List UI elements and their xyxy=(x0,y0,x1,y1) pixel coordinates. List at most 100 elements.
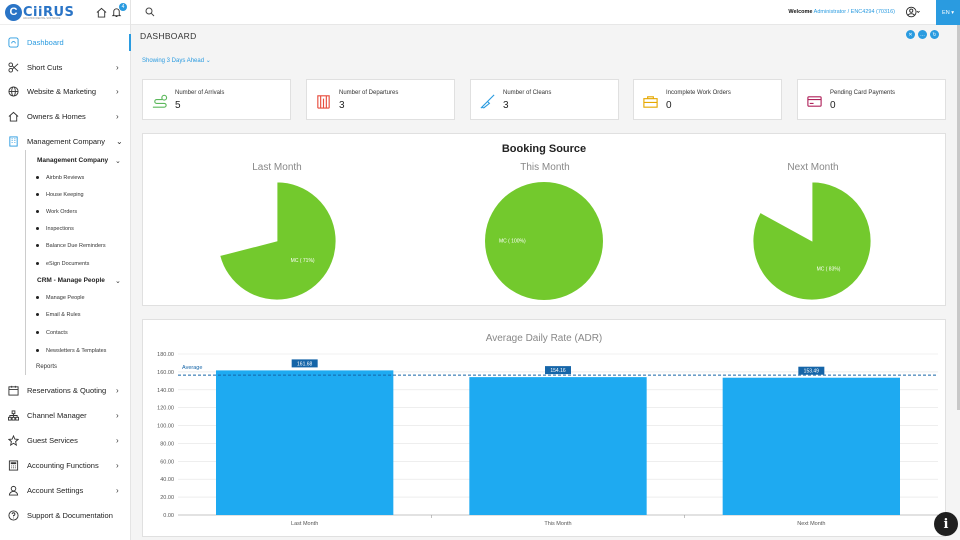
sidebar-item-channel-manager[interactable]: Channel Manager › xyxy=(0,403,131,428)
submenu-item-label: Manage People xyxy=(46,294,85,301)
y-tick-label: 60.00 xyxy=(160,459,174,465)
sidebar-item-label: Dashboard xyxy=(27,38,64,47)
pie-chart-next-month: Owner ( 17%)MC ( 83%) xyxy=(752,181,872,301)
bullet-icon xyxy=(36,244,39,247)
bullet-icon xyxy=(36,349,39,352)
card-arrivals[interactable]: Number of Arrivals 5 xyxy=(142,79,291,120)
card-value: 3 xyxy=(503,100,509,111)
submenu-item-contacts[interactable]: Contacts xyxy=(36,324,68,341)
pie-title-last-month: Last Month xyxy=(252,162,302,173)
globe-icon xyxy=(8,86,19,97)
sidebar-item-owners-homes[interactable]: Owners & Homes › xyxy=(0,104,131,129)
user-menu-icon[interactable] xyxy=(906,5,920,19)
sidebar-item-dashboard[interactable]: Dashboard xyxy=(0,30,131,55)
pie-title-this-month: This Month xyxy=(520,162,570,173)
sidebar-item-short-cuts[interactable]: Short Cuts › xyxy=(0,55,131,80)
y-tick-label: 180.00 xyxy=(157,352,174,358)
card-label: Pending Card Payments xyxy=(830,90,896,96)
submenu-item-email-rules[interactable]: Email & Rules xyxy=(36,306,81,323)
search-icon[interactable] xyxy=(145,7,155,17)
sidebar-item-label: Short Cuts xyxy=(27,63,63,72)
chevron-right-icon: › xyxy=(116,87,119,96)
submenu-item-house-keeping[interactable]: House Keeping xyxy=(36,186,84,203)
submenu-item-esign-documents[interactable]: eSign Documents xyxy=(36,255,89,272)
card-value: 3 xyxy=(339,100,345,111)
star-icon xyxy=(8,435,19,446)
sidebar-item-label: Management Company xyxy=(27,137,105,146)
logo-text: CiiRUS xyxy=(23,4,75,20)
chevron-right-icon: › xyxy=(116,461,119,470)
submenu-item-inspections[interactable]: Inspections xyxy=(36,220,74,237)
adr-bar[interactable] xyxy=(722,377,900,515)
more-icon[interactable]: … xyxy=(918,30,927,39)
toolbox-icon xyxy=(643,96,658,108)
user-link[interactable]: Administrator / ENC4294 (70316) xyxy=(813,9,895,15)
submenu-item-newsletters-templates[interactable]: Newsletters & Templates xyxy=(36,342,106,359)
chevron-down-icon: ⌄ xyxy=(115,277,121,285)
pie-label-mc: MC ( 83%) xyxy=(817,266,841,272)
chevron-down-icon: ⌄ xyxy=(115,157,121,165)
card-cleans[interactable]: Number of Cleans 3 xyxy=(470,79,619,120)
chevron-right-icon: › xyxy=(116,411,119,420)
scrollbar[interactable] xyxy=(957,25,960,410)
sidebar-item-account-settings[interactable]: Account Settings › xyxy=(0,478,131,503)
submenu-item-airbnb-reviews[interactable]: Airbnb Reviews xyxy=(36,169,84,186)
bell-icon[interactable] xyxy=(111,6,122,18)
card-label: Number of Departures xyxy=(339,90,399,96)
home-icon[interactable] xyxy=(96,7,107,18)
pie-slice-mc[interactable] xyxy=(752,181,872,301)
sidebar-item-guest-services[interactable]: Guest Services › xyxy=(0,428,131,453)
chevron-right-icon: › xyxy=(116,386,119,395)
data-label-box xyxy=(798,366,825,375)
language-selector[interactable]: EN ▾ xyxy=(936,0,960,25)
departures-icon xyxy=(317,95,330,109)
data-label: 154.16 xyxy=(550,368,566,374)
refresh-icon[interactable]: ↻ xyxy=(930,30,939,39)
y-tick-label: 80.00 xyxy=(160,441,174,447)
data-label: 161.68 xyxy=(297,361,313,367)
y-tick-label: 20.00 xyxy=(160,495,174,501)
card-icon xyxy=(807,96,822,107)
logo-subtitle: VACATION RENTAL SOFTWARE xyxy=(23,17,61,20)
adr-bar[interactable] xyxy=(216,370,394,515)
house-icon xyxy=(8,111,19,122)
submenu-item-balance-due-reminders[interactable]: Balance Due Reminders xyxy=(36,237,106,254)
submenu-crm-manage-people[interactable]: CRM - Manage People ⌄ xyxy=(25,272,131,289)
card-departures[interactable]: Number of Departures 3 xyxy=(306,79,455,120)
sidebar-item-website-marketing[interactable]: Website & Marketing › xyxy=(0,79,131,104)
submenu-divider xyxy=(25,150,26,375)
adr-bar[interactable] xyxy=(469,377,647,515)
pie-slice-mc[interactable] xyxy=(485,182,603,300)
help-icon xyxy=(8,510,19,521)
submenu-item-label: Email & Rules xyxy=(46,311,81,318)
adr-bar-chart: 0.00 20.00 40.00 60.00 80.00 100.00 120.00 140.… xyxy=(157,352,938,527)
submenu-item-label: House Keeping xyxy=(46,191,84,198)
sidebar-item-label: Accounting Functions xyxy=(27,461,99,470)
sidebar-item-label: Owners & Homes xyxy=(27,112,86,121)
pie-slice-mc[interactable] xyxy=(219,181,337,301)
sidebar-item-management-company[interactable]: Management Company ⌄ xyxy=(0,129,131,154)
sidebar-item-support-documentation[interactable]: Support & Documentation xyxy=(0,503,131,528)
logo-bar: C CiiRUS VACATION RENTAL SOFTWARE 4 xyxy=(0,0,130,25)
submenu-management-company[interactable]: Management Company ⌄ xyxy=(25,152,131,169)
cleans-icon xyxy=(480,94,495,109)
calendar-icon xyxy=(8,385,19,396)
info-icon[interactable]: i xyxy=(934,512,958,536)
card-card-payments[interactable]: Pending Card Payments 0 xyxy=(797,79,946,120)
collapse-icon[interactable]: ✕ xyxy=(906,30,915,39)
submenu-item-manage-people[interactable]: Manage People xyxy=(36,289,85,306)
x-tick-label: Last Month xyxy=(291,521,318,527)
data-label-box xyxy=(545,366,571,375)
chevron-right-icon: › xyxy=(116,436,119,445)
sidebar-item-reservations-quoting[interactable]: Reservations & Quoting › xyxy=(0,378,131,403)
card-work-orders[interactable]: Incomplete Work Orders 0 xyxy=(633,79,782,120)
submenu-item-label: Newsletters & Templates xyxy=(46,347,107,354)
submenu-item-reports[interactable]: Reports xyxy=(36,364,58,370)
logo[interactable]: C CiiRUS xyxy=(5,3,75,21)
chevron-right-icon: › xyxy=(116,112,119,121)
logo-mark: C xyxy=(5,3,22,21)
submenu-item-work-orders[interactable]: Work Orders xyxy=(36,203,77,220)
days-ahead-dropdown[interactable]: Showing 3 Days Ahead ⌄ xyxy=(142,58,211,64)
pie-chart-last-month: Owner ( 29%)MC ( 71%) xyxy=(219,181,337,301)
sidebar-item-accounting-functions[interactable]: Accounting Functions › xyxy=(0,453,131,478)
